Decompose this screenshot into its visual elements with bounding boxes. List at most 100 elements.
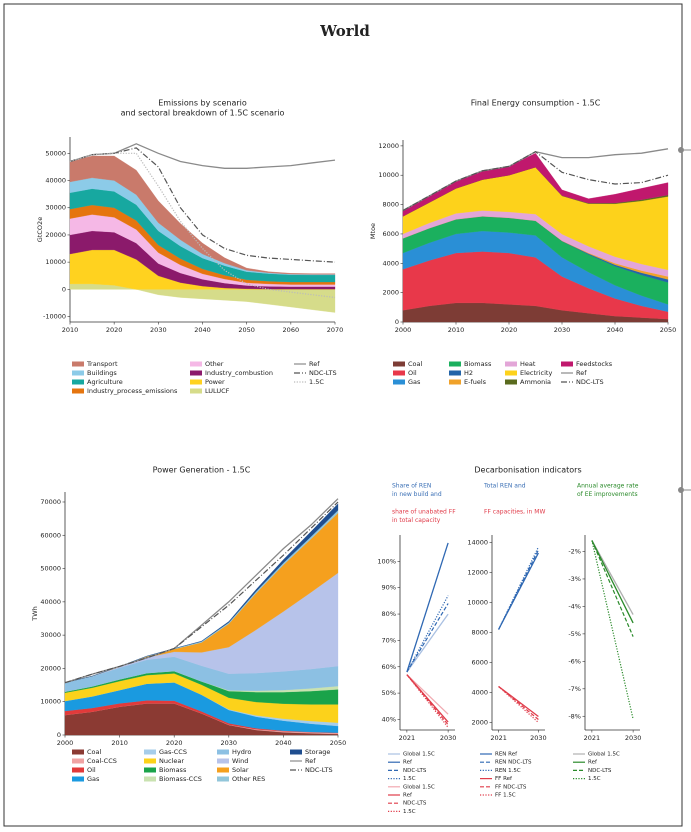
chart-title: Final Energy consumption - 1.5C: [471, 99, 601, 108]
indicator-line: [406, 542, 449, 673]
legend-label: Other: [205, 360, 224, 368]
y-tick-label: 70%: [382, 636, 396, 644]
legend-swatch: [393, 379, 405, 385]
x-tick-label: 2030: [554, 326, 571, 334]
indicators-title: Decarbonisation indicators: [474, 466, 581, 475]
indicator-line: [498, 549, 539, 630]
legend-swatch: [505, 361, 517, 367]
scenario-line: [402, 150, 669, 212]
y-tick-label: -10000: [43, 313, 66, 321]
y-tick-label: 20000: [40, 664, 61, 672]
legend-label: FF NDC-LTS: [495, 784, 527, 790]
x-tick-label: 2050: [238, 326, 255, 334]
legend-label: Coal: [87, 748, 101, 756]
legend-label: H2: [464, 369, 473, 377]
legend-label: Ammonia: [520, 378, 551, 386]
area-segment: [64, 503, 339, 683]
legend-label: Coal-CCS: [87, 757, 117, 765]
x-tick-label: 2030: [440, 734, 457, 742]
legend-swatch: [190, 370, 202, 376]
x-tick-label: 2000: [57, 739, 74, 747]
legend-label: LULUCF: [205, 387, 230, 395]
legend-label: Ref: [576, 369, 587, 377]
legend-label: Oil: [87, 766, 96, 774]
legend-swatch: [144, 776, 156, 782]
y-tick-label: 6000: [382, 230, 399, 238]
legend-swatch: [190, 379, 202, 385]
legend-label: Feedstocks: [576, 360, 613, 368]
legend-swatch: [144, 749, 156, 755]
legend-swatch: [144, 767, 156, 773]
legend-swatch: [72, 379, 84, 385]
scenario-line: [64, 501, 339, 684]
legend-swatch: [72, 776, 84, 782]
x-tick-label: 2010: [448, 326, 465, 334]
legend-swatch: [190, 388, 202, 394]
x-tick-label: 2040: [275, 739, 292, 747]
x-tick-label: 2000: [395, 326, 412, 334]
scenario-line: [69, 147, 336, 263]
y-tick-label: -6%: [568, 657, 581, 665]
annotation: of EE improvements: [577, 491, 638, 498]
legend-label: Other RES: [232, 775, 265, 783]
legend-label: Nuclear: [159, 757, 184, 765]
legend-label: 1.5C: [403, 809, 416, 815]
legend-label: Ref: [403, 793, 413, 799]
annotation: Share of REN: [392, 483, 431, 490]
y-tick-label: 4000: [382, 259, 399, 267]
y-tick-label: 12000: [378, 142, 399, 150]
legend-label: Heat: [520, 360, 536, 368]
indicator-line: [406, 674, 449, 726]
y-tick-label: 10000: [378, 171, 399, 179]
legend-swatch: [72, 767, 84, 773]
y-tick-label: 8000: [382, 201, 399, 209]
x-tick-label: 2010: [62, 326, 79, 334]
x-tick-label: 2040: [607, 326, 624, 334]
y-tick-label: -8%: [568, 712, 581, 720]
legend-label: NDC-LTS: [305, 766, 333, 774]
legend-label: Power: [205, 378, 225, 386]
legend-swatch: [505, 370, 517, 376]
legend-label: Solar: [232, 766, 249, 774]
legend-swatch: [144, 758, 156, 764]
x-tick-label: 2070: [327, 326, 344, 334]
y-tick-label: 10000: [40, 698, 61, 706]
x-tick-label: 2030: [625, 734, 642, 742]
legend-label: Storage: [305, 748, 330, 756]
chart-title: Emissions by scenario: [158, 99, 247, 108]
side-dot: [678, 487, 684, 493]
y-tick-label: 30000: [40, 631, 61, 639]
annotation: FF capacities, in MW: [484, 509, 545, 516]
y-tick-label: 80%: [382, 610, 396, 618]
legend-label: NDC-LTS: [403, 768, 427, 774]
legend-swatch: [217, 776, 229, 782]
annotation: share of unabated FF: [392, 509, 456, 516]
indicator-line: [406, 613, 449, 673]
legend-label: Industry_process_emissions: [87, 387, 178, 395]
x-tick-label: 2010: [111, 739, 128, 747]
legend-label: REN 1.5C: [495, 768, 521, 774]
annotation: in new build and: [392, 491, 442, 498]
legend-label: NDC-LTS: [576, 378, 604, 386]
legend-label: NDC-LTS: [403, 801, 427, 807]
legend-swatch: [449, 361, 461, 367]
indicator-line: [498, 686, 539, 723]
legend-label: Transport: [86, 360, 118, 368]
legend-swatch: [449, 370, 461, 376]
side-dot: [678, 147, 684, 153]
area-segment: [69, 155, 336, 275]
chart-title: Power Generation - 1.5C: [153, 466, 251, 475]
indicator-line: [406, 674, 449, 728]
legend-label: REN Ref: [495, 752, 518, 758]
indicator-line: [406, 603, 449, 673]
y-tick-label: 60%: [382, 663, 396, 671]
legend-swatch: [561, 361, 573, 367]
legend-label: Global 1.5C: [588, 752, 620, 758]
legend-swatch: [72, 758, 84, 764]
legend-swatch: [190, 361, 202, 367]
legend-label: NDC-LTS: [309, 369, 337, 377]
legend-label: 1.5C: [309, 378, 324, 386]
x-tick-label: 2020: [106, 326, 123, 334]
y-tick-label: 90%: [382, 584, 396, 592]
x-tick-label: 2020: [501, 326, 518, 334]
